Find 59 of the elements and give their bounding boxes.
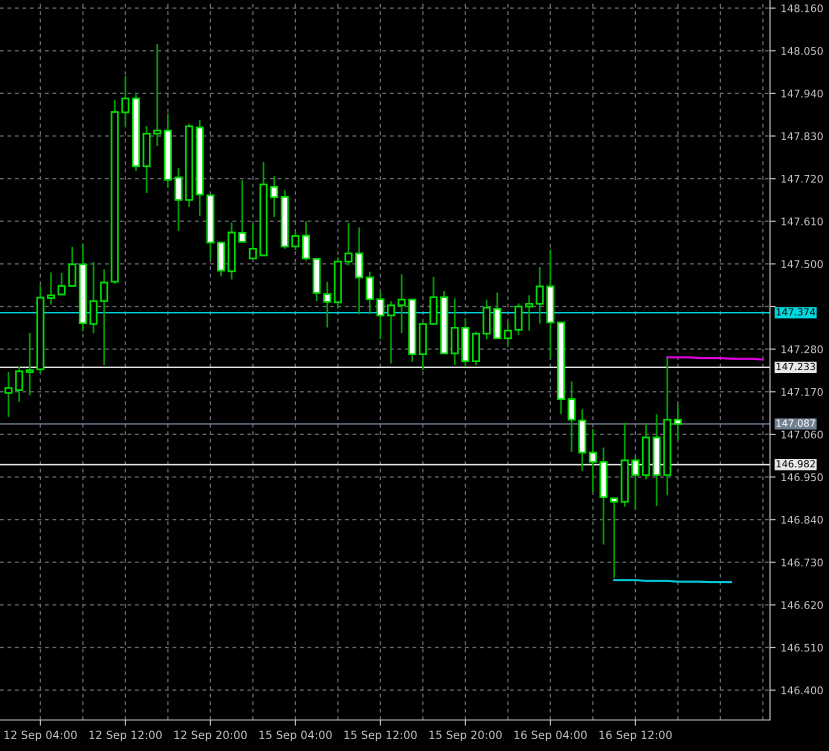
candlestick [15, 365, 24, 403]
x-tick-label: 12 Sep 04:00 [4, 730, 77, 742]
x-tick-label: 15 Sep 20:00 [430, 730, 502, 742]
x-tick-label: 12 Sep 12:00 [90, 730, 162, 742]
y-tick-label: 148.160 [782, 4, 823, 12]
y-tick-label: 147.830 [782, 132, 823, 140]
y-tick-label: 146.510 [782, 644, 823, 652]
y-tick-label: 147.170 [782, 388, 823, 396]
candlestick [568, 380, 576, 453]
candlestick [153, 43, 162, 147]
candlestick [631, 456, 640, 511]
y-tick-label: 147.720 [782, 174, 823, 183]
x-tick-label: 12 Sep 20:00 [174, 730, 247, 742]
x-tick-label: 16 Sep 04:00 [514, 730, 587, 742]
candlestick [398, 274, 406, 334]
ref-line-label: 147.233 [776, 362, 815, 370]
candlestick [4, 371, 13, 418]
candlestick [344, 222, 353, 266]
candlestick [525, 294, 534, 332]
candlestick [302, 220, 310, 262]
y-tick-label: 146.400 [782, 686, 823, 694]
candlestick [588, 428, 597, 493]
y-tick-label: 146.840 [782, 516, 823, 524]
candlestick [514, 302, 523, 336]
y-tick-label: 147.610 [782, 217, 823, 226]
x-tick-label: 16 Sep 12:00 [600, 730, 672, 742]
candlestick [366, 270, 374, 316]
candlestick [610, 498, 618, 579]
ref-line-label: 146.982 [776, 460, 815, 468]
candlestick [238, 179, 246, 243]
candlestick [68, 246, 76, 287]
candlestick [504, 321, 512, 348]
ref-line-label: 147.087 [776, 419, 815, 427]
candlestick [26, 332, 34, 396]
candlestick [674, 404, 682, 442]
y-tick-label: 148.050 [782, 46, 823, 55]
candlestick [248, 223, 257, 260]
candlestick [376, 290, 384, 340]
candlestick [323, 280, 332, 328]
y-tick-label: 147.280 [782, 345, 823, 354]
y-tick-label: 147.060 [782, 430, 823, 439]
candlestick [386, 300, 396, 364]
y-tick-label: 147.940 [782, 90, 823, 98]
candlestick [270, 175, 278, 218]
candlestick [58, 272, 66, 296]
ref-line-label: 147.374 [776, 308, 816, 316]
candlestick [46, 272, 56, 306]
y-tick-label: 146.730 [782, 558, 823, 566]
candlestick [100, 268, 108, 366]
y-tick-label: 146.620 [782, 601, 823, 610]
candlestick [89, 261, 98, 334]
x-tick-label: 15 Sep 04:00 [260, 730, 332, 742]
candlestick [174, 166, 183, 232]
y-tick-label: 147.500 [782, 260, 823, 268]
y-tick-label: 146.950 [782, 473, 823, 482]
candlestick [121, 75, 130, 128]
candlestick [536, 266, 544, 324]
candlestick [291, 231, 300, 251]
x-tick-label: 15 Sep 12:00 [344, 730, 417, 742]
